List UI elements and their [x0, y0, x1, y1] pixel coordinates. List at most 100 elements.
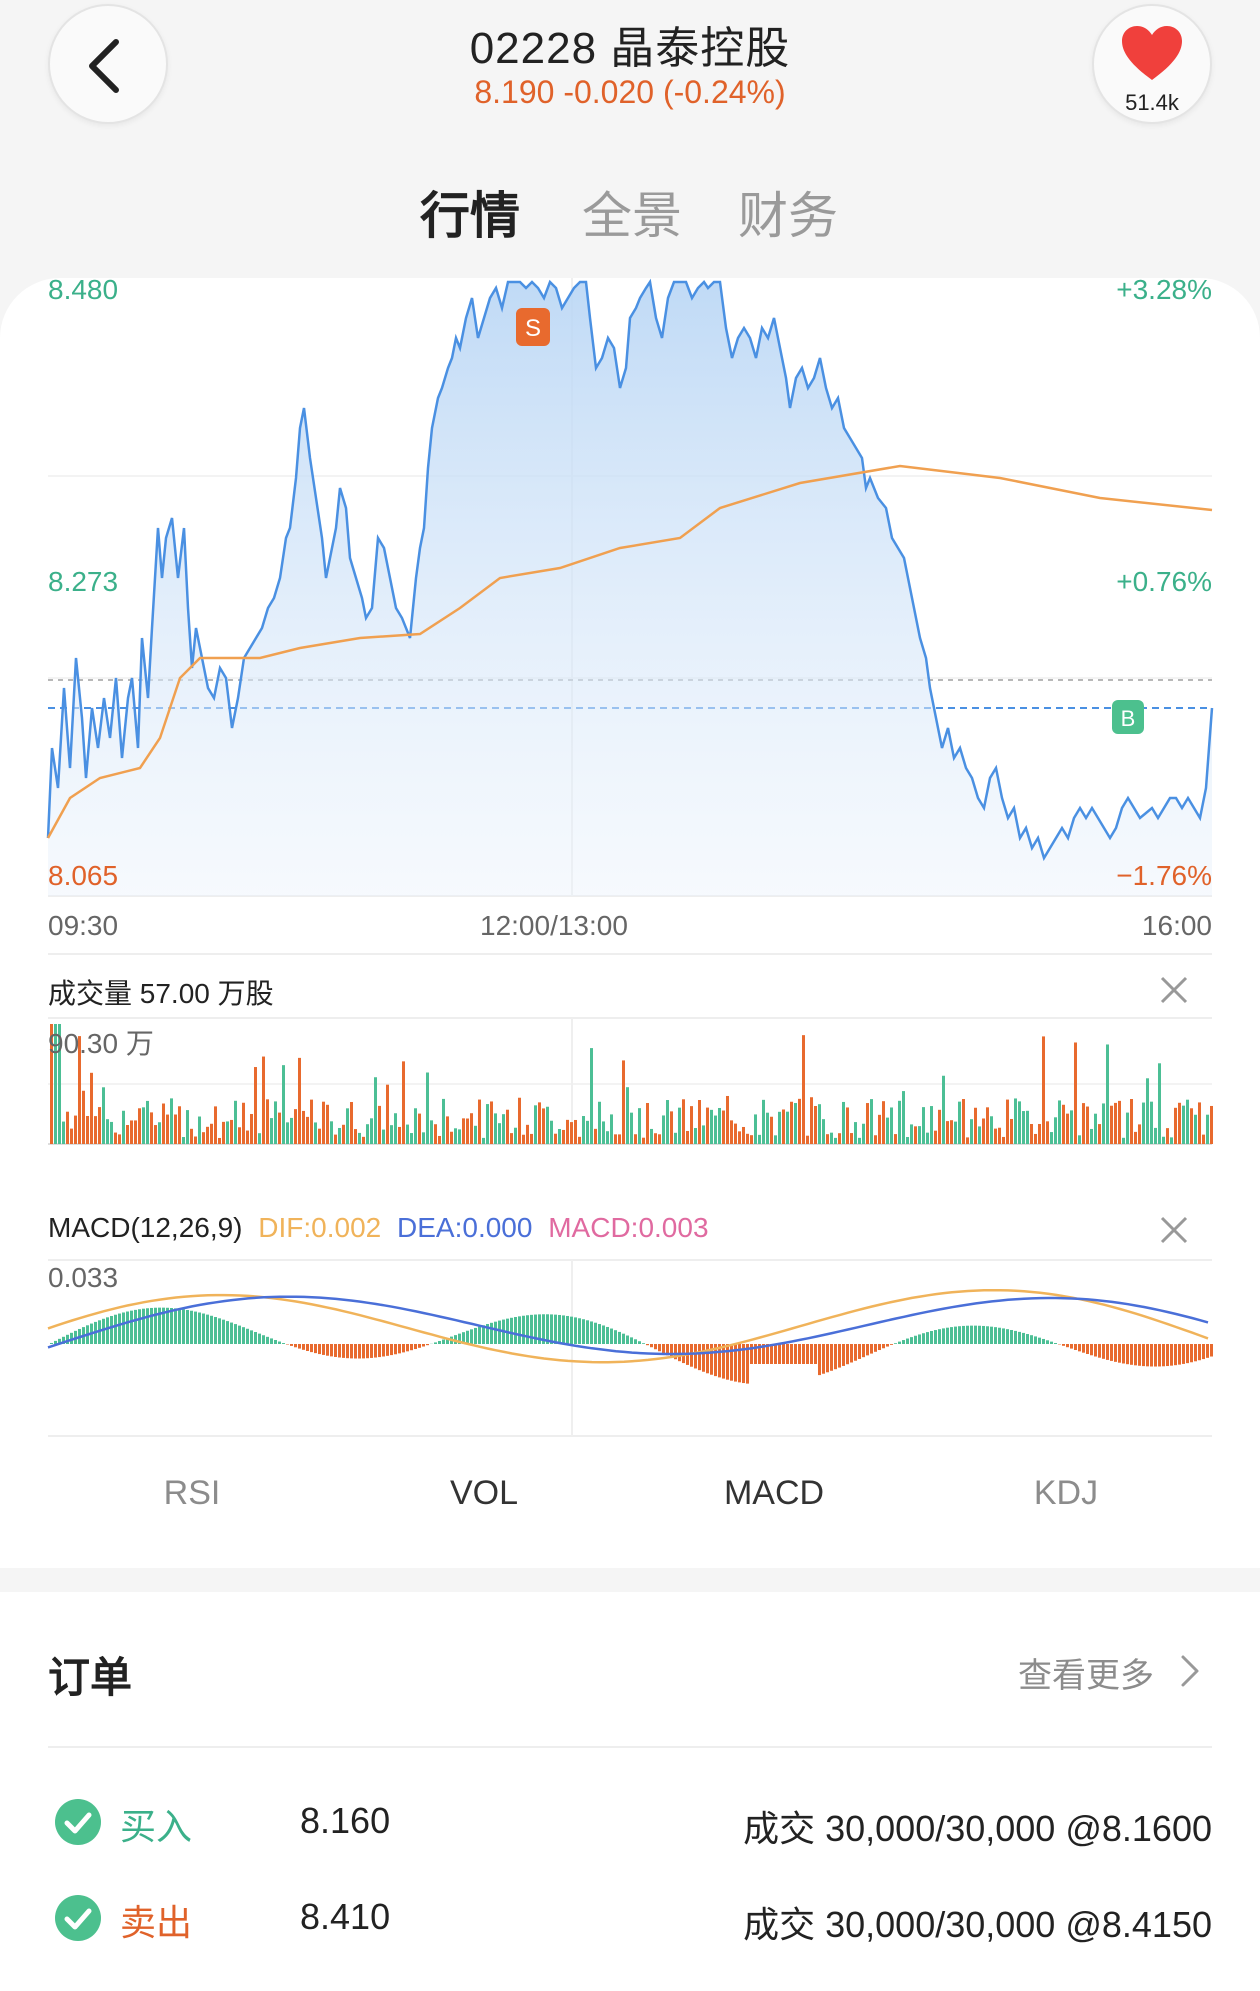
volume-bar — [1142, 1102, 1145, 1144]
indicator-tab-vol[interactable]: VOL — [449, 1474, 519, 1512]
macd-bar — [494, 1321, 497, 1344]
volume-bar — [1154, 1127, 1157, 1144]
tab-financials[interactable]: 财务 — [738, 188, 838, 244]
volume-bar — [174, 1114, 177, 1144]
volume-bar — [502, 1114, 505, 1144]
volume-bar — [466, 1118, 469, 1144]
volume-bar — [438, 1135, 441, 1144]
close-icon[interactable] — [1156, 972, 1192, 1008]
buy-marker — [1112, 700, 1144, 734]
volume-bar — [518, 1097, 521, 1144]
volume-bar — [282, 1065, 285, 1144]
indicator-tab-kdj[interactable]: KDJ — [1033, 1474, 1099, 1512]
volume-bar — [842, 1101, 845, 1144]
view-more-link[interactable]: 查看更多 — [1018, 1657, 1154, 1695]
macd-bar — [594, 1322, 597, 1344]
volume-bar — [566, 1119, 569, 1144]
macd-bar — [534, 1314, 537, 1344]
volume-bar — [354, 1129, 357, 1144]
macd-bar — [922, 1333, 925, 1344]
volume-bar — [1110, 1105, 1113, 1144]
macd-bar — [1102, 1344, 1105, 1359]
volume-bar — [902, 1091, 905, 1144]
macd-bar — [278, 1341, 281, 1344]
macd-bar — [1158, 1344, 1161, 1367]
indicator-tab-rsi[interactable]: RSI — [163, 1474, 221, 1512]
order-row[interactable]: 卖出 8.410 成交 30,000/30,000 @8.4150 — [0, 1888, 1260, 1948]
macd-bar — [398, 1344, 401, 1354]
volume-bar — [198, 1116, 201, 1144]
favorite-button[interactable]: 51.4k — [1092, 4, 1212, 124]
macd-bar — [862, 1344, 865, 1358]
volume-bar — [1206, 1114, 1209, 1144]
macd-bar — [1030, 1335, 1033, 1344]
macd-bar — [798, 1344, 801, 1364]
macd-bar — [330, 1344, 333, 1357]
volume-bar — [154, 1125, 157, 1144]
macd-bar — [582, 1319, 585, 1344]
volume-bar — [78, 1036, 81, 1144]
order-row[interactable]: 买入 8.160 成交 30,000/30,000 @8.1600 — [0, 1792, 1260, 1852]
macd-bar — [830, 1344, 833, 1371]
volume-bar — [990, 1116, 993, 1144]
indicator-tab-macd[interactable]: MACD — [723, 1474, 825, 1512]
macd-bar — [590, 1321, 593, 1344]
macd-bar — [538, 1314, 541, 1344]
tab-overview[interactable]: 全景 — [582, 188, 682, 244]
tab-quotes[interactable]: 行情 — [420, 188, 520, 244]
close-icon[interactable] — [1156, 1212, 1192, 1248]
macd-bar — [70, 1332, 73, 1344]
volume-bar — [246, 1130, 249, 1144]
volume-bar — [1150, 1101, 1153, 1144]
macd-bar — [610, 1328, 613, 1344]
volume-bar — [406, 1124, 409, 1144]
average-line — [46, 464, 1213, 839]
macd-bar — [386, 1344, 389, 1356]
volume-bar — [750, 1135, 753, 1144]
macd-bar — [214, 1317, 217, 1344]
volume-bar — [50, 1024, 53, 1144]
macd-bar — [934, 1330, 937, 1344]
volume-bar — [286, 1122, 289, 1144]
volume-bar — [430, 1120, 433, 1144]
macd-bar — [842, 1344, 845, 1366]
volume-bar — [962, 1099, 965, 1144]
volume-bar — [674, 1132, 677, 1144]
macd-bar — [998, 1327, 1001, 1344]
volume-bar — [778, 1111, 781, 1144]
volume-bar — [802, 1035, 805, 1144]
volume-bar — [534, 1105, 537, 1144]
macd-bar — [414, 1344, 417, 1350]
intraday-chart[interactable]: SB — [0, 278, 1260, 1448]
volume-bar — [766, 1112, 769, 1144]
macd-bar — [886, 1344, 889, 1347]
volume-bar — [238, 1127, 241, 1144]
back-button[interactable] — [48, 4, 168, 124]
macd-bar — [1146, 1344, 1149, 1367]
volume-bar — [106, 1119, 109, 1144]
volume-bar — [486, 1104, 489, 1144]
stock-quote: 8.190 -0.020 (-0.24%) — [474, 74, 786, 110]
macd-bar — [270, 1338, 273, 1344]
macd-bar — [838, 1344, 841, 1368]
macd-bar — [518, 1316, 521, 1344]
volume-bar — [894, 1134, 897, 1144]
macd-bar — [578, 1318, 581, 1344]
volume-bar — [1190, 1108, 1193, 1144]
volume-bar — [266, 1099, 269, 1144]
macd-max-label: 0.033 — [48, 1262, 119, 1293]
volume-bar — [950, 1120, 953, 1144]
volume-bar — [966, 1137, 969, 1144]
macd-bar — [498, 1320, 501, 1344]
chevron-left-icon — [89, 39, 119, 93]
volume-bar — [1050, 1132, 1053, 1144]
macd-bar — [966, 1325, 969, 1344]
chevron-right-icon[interactable] — [1180, 1654, 1200, 1688]
volume-bar — [982, 1118, 985, 1144]
macd-bar — [694, 1344, 697, 1369]
macd-bar — [1134, 1344, 1137, 1366]
volume-bar — [1114, 1102, 1117, 1144]
volume-bar — [1186, 1099, 1189, 1144]
macd-bar — [170, 1308, 173, 1344]
macd-bar — [510, 1317, 513, 1344]
